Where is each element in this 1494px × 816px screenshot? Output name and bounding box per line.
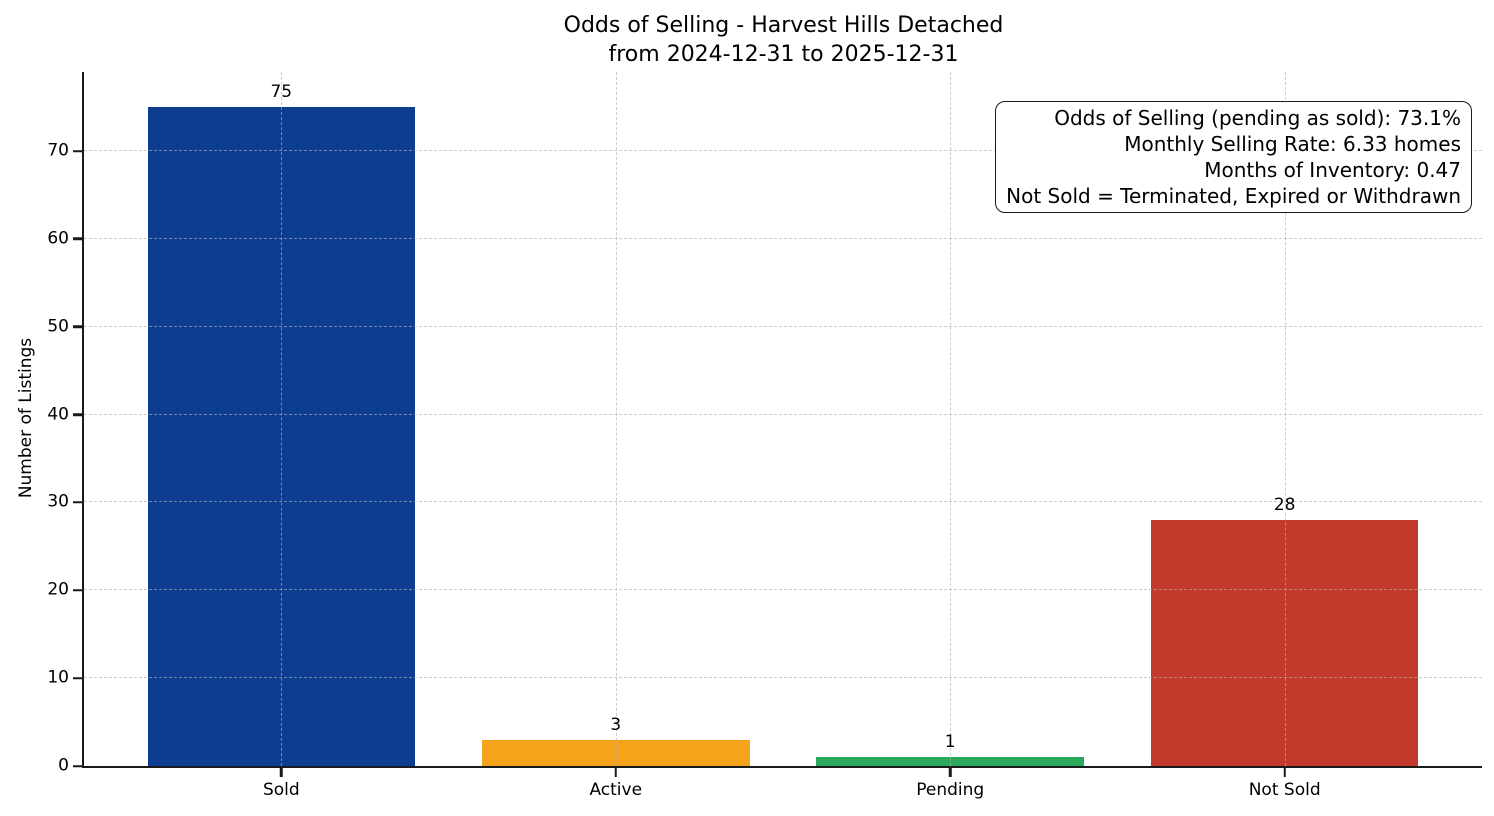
y-tick-label: 60 xyxy=(47,228,69,249)
y-tick-mark xyxy=(73,237,84,241)
y-axis-label: Number of Listings xyxy=(16,337,36,499)
bar-value-label-not-sold: 28 xyxy=(1273,495,1296,516)
y-tick-label: 10 xyxy=(47,667,69,688)
x-tick-mark xyxy=(948,766,952,777)
chart-title-line1: Odds of Selling - Harvest Hills Detached xyxy=(563,13,1004,38)
y-tick-mark xyxy=(73,413,84,416)
chart-title: Odds of Selling - Harvest Hills Detached… xyxy=(85,11,1482,69)
bar-not-sold xyxy=(1150,520,1419,766)
x-tick-label-sold: Sold xyxy=(262,780,300,800)
bar-value-label-active: 3 xyxy=(610,714,622,735)
stat-not-sold-definition: Not Sold = Terminated, Expired or Withdr… xyxy=(1006,184,1461,208)
y-tick-mark xyxy=(73,149,84,153)
plot-area: Odds of Selling (pending as sold): 73.1%… xyxy=(47,72,1482,800)
x-tick-mark xyxy=(280,766,283,777)
gridline-vertical xyxy=(950,72,952,766)
bar-active xyxy=(481,739,750,766)
y-tick-label: 0 xyxy=(58,755,69,776)
y-tick-mark xyxy=(73,589,84,592)
chart-title-line2: from 2024-12-31 to 2025-12-31 xyxy=(608,42,959,67)
bar-pending xyxy=(816,757,1084,766)
x-tick-mark xyxy=(1283,766,1286,777)
y-tick-label: 70 xyxy=(47,140,69,161)
x-tick-label-pending: Pending xyxy=(916,780,985,800)
y-tick-mark xyxy=(73,764,84,768)
y-tick-mark xyxy=(73,325,84,329)
stat-odds-of-selling: Odds of Selling (pending as sold): 73.1% xyxy=(1054,106,1461,130)
gridline-vertical xyxy=(615,72,617,766)
x-tick-label-not-sold: Not Sold xyxy=(1248,780,1321,800)
y-tick-label: 30 xyxy=(47,491,69,512)
x-tick-label-active: Active xyxy=(589,780,643,800)
y-tick-label: 20 xyxy=(47,579,69,600)
y-tick-label: 40 xyxy=(47,404,69,425)
bar-value-label-pending: 1 xyxy=(944,732,956,753)
bar-value-label-sold: 75 xyxy=(270,82,293,103)
bar-sold xyxy=(147,107,416,766)
y-tick-mark xyxy=(73,676,84,680)
x-tick-mark xyxy=(614,766,618,777)
stat-monthly-selling-rate: Monthly Selling Rate: 6.33 homes xyxy=(1124,132,1461,156)
y-tick-label: 50 xyxy=(47,316,69,337)
stats-annotation-box: Odds of Selling (pending as sold): 73.1%… xyxy=(995,101,1472,213)
y-tick-mark xyxy=(73,501,84,504)
stat-months-of-inventory: Months of Inventory: 0.47 xyxy=(1204,158,1461,182)
